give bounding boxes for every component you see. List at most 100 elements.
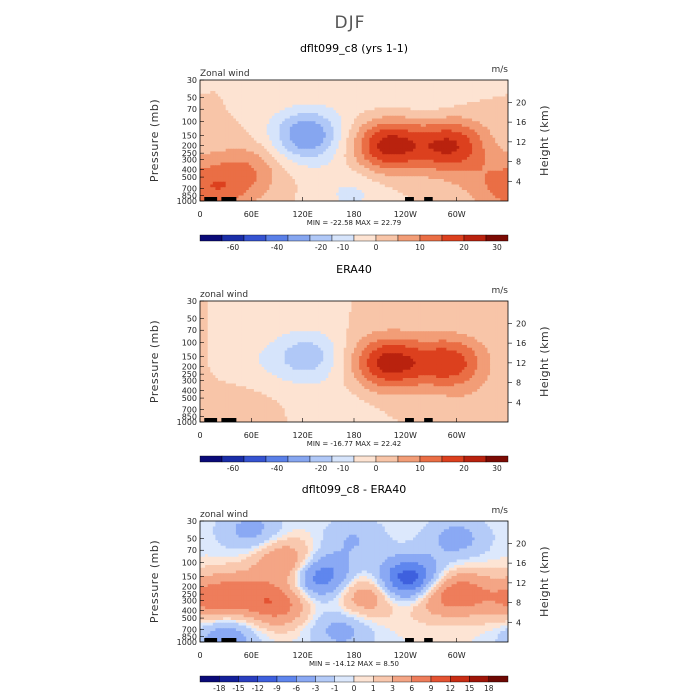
colorbar-label: -60 (227, 464, 239, 473)
pressure-tick-label: 500 (182, 614, 197, 623)
pressure-tick-label: 250 (182, 590, 197, 599)
height-tick-label: 8 (516, 599, 521, 608)
colorbar-swatch (353, 675, 374, 683)
height-tick-label: 8 (516, 379, 521, 388)
pressure-tick-label: 100 (182, 559, 197, 568)
pressure-tick-label: 700 (182, 406, 197, 415)
x-tick-label: 0 (197, 431, 202, 440)
colorbar-swatch (392, 675, 412, 683)
colorbar-label: 0 (374, 464, 379, 473)
panels: dflt099_c8 (yrs 1-1)Zonal wind m/s3050701… (148, 42, 551, 693)
colorbar-swatch (430, 675, 451, 683)
pressure-tick-label: 150 (182, 573, 197, 582)
pressure-tick-label: 700 (182, 185, 197, 194)
field-label: zonal wind (200, 510, 248, 520)
x-tick-label: 60W (448, 431, 466, 440)
colorbar-swatch (199, 675, 220, 683)
colorbar-label: -12 (252, 684, 264, 693)
x-tick-label: 120W (394, 651, 417, 660)
pressure-tick-label: 30 (187, 297, 197, 306)
colorbar-label: 10 (415, 243, 425, 252)
pressure-tick-label: 1000 (177, 418, 197, 427)
colorbar-label: 0 (374, 243, 379, 252)
pressure-tick-label: 700 (182, 626, 197, 635)
pressure-tick-label: 250 (182, 149, 197, 158)
height-tick-label: 20 (516, 319, 526, 328)
colorbar-label: -15 (232, 684, 244, 693)
colorbar-swatch (419, 455, 443, 463)
colorbar-swatch (243, 234, 267, 242)
colorbar-label: 18 (484, 684, 494, 693)
height-tick-label: 20 (516, 539, 526, 548)
colorbar-swatch (397, 455, 421, 463)
units-label: m/s (492, 65, 509, 75)
colorbar-label: -20 (315, 243, 327, 252)
colorbar-swatch (221, 234, 245, 242)
contour-field (200, 521, 508, 642)
pressure-tick-label: 400 (182, 606, 197, 615)
colorbar-label: -10 (337, 243, 349, 252)
colorbar: -60 -40 -20 -10 0 10 20 30 (199, 455, 509, 473)
colorbar-swatch (353, 455, 377, 463)
colorbar-swatch (450, 675, 470, 683)
y-axis-label: Pressure (mb) (148, 320, 161, 403)
height-tick-label: 20 (516, 98, 526, 107)
x-tick-label: 60E (244, 210, 259, 219)
pressure-tick-label: 1000 (177, 638, 197, 647)
colorbar-swatch (441, 234, 465, 242)
colorbar-label: -18 (213, 684, 225, 693)
colorbar-label: -6 (293, 684, 301, 693)
units-label: m/s (492, 506, 509, 516)
colorbar-label: -9 (273, 684, 281, 693)
x-tick-label: 120W (394, 210, 417, 219)
height-tick-label: 12 (516, 138, 526, 147)
colorbar-swatch (463, 234, 487, 242)
y-axis-right-label: Height (km) (538, 546, 551, 617)
x-tick-label: 60W (448, 651, 466, 660)
colorbar-label: 6 (409, 684, 414, 693)
panel-title: ERA40 (336, 263, 372, 276)
colorbar-swatch (238, 675, 258, 683)
colorbar-swatch (243, 455, 267, 463)
pressure-tick-label: 100 (182, 118, 197, 127)
colorbar-label: 15 (465, 684, 475, 693)
colorbar-label: 30 (492, 464, 502, 473)
height-tick-label: 8 (516, 158, 521, 167)
colorbar-swatch (411, 675, 432, 683)
y-axis-label: Pressure (mb) (148, 99, 161, 182)
colorbar-label: 0 (352, 684, 357, 693)
colorbar-swatch (419, 234, 443, 242)
colorbar-swatch (276, 675, 297, 683)
pressure-tick-label: 150 (182, 132, 197, 141)
pressure-tick-label: 30 (187, 76, 197, 85)
y-axis-right-label: Height (km) (538, 326, 551, 397)
pressure-tick-label: 1000 (177, 197, 197, 206)
pressure-tick-label: 50 (187, 535, 197, 544)
x-tick-label: 180 (346, 210, 361, 219)
colorbar-swatch (488, 675, 509, 683)
contour-field (200, 80, 508, 201)
colorbar-label: 12 (445, 684, 455, 693)
colorbar-swatch (331, 455, 355, 463)
colorbar-swatch (199, 455, 223, 463)
x-tick-label: 120E (293, 651, 313, 660)
y-axis-label: Pressure (mb) (148, 540, 161, 623)
height-tick-label: 4 (516, 618, 521, 627)
pressure-tick-label: 850 (182, 191, 197, 200)
colorbar-swatch (331, 234, 355, 242)
colorbar-label: -1 (331, 684, 339, 693)
height-tick-label: 12 (516, 359, 526, 368)
colorbar-label: 10 (415, 464, 425, 473)
pressure-tick-label: 400 (182, 386, 197, 395)
x-tick-label: 120W (394, 431, 417, 440)
height-tick-label: 12 (516, 579, 526, 588)
min-max-label: MIN = -14.12 MAX = 8.50 (309, 660, 399, 668)
x-tick-label: 0 (197, 210, 202, 219)
colorbar: -18 -15 -12 -9 -6 -3 -1 0 1 3 6 9 12 15 18 (199, 675, 509, 693)
min-max-label: MIN = -16.77 MAX = 22.42 (307, 440, 401, 448)
colorbar-swatch (309, 234, 333, 242)
pressure-tick-label: 850 (182, 632, 197, 641)
